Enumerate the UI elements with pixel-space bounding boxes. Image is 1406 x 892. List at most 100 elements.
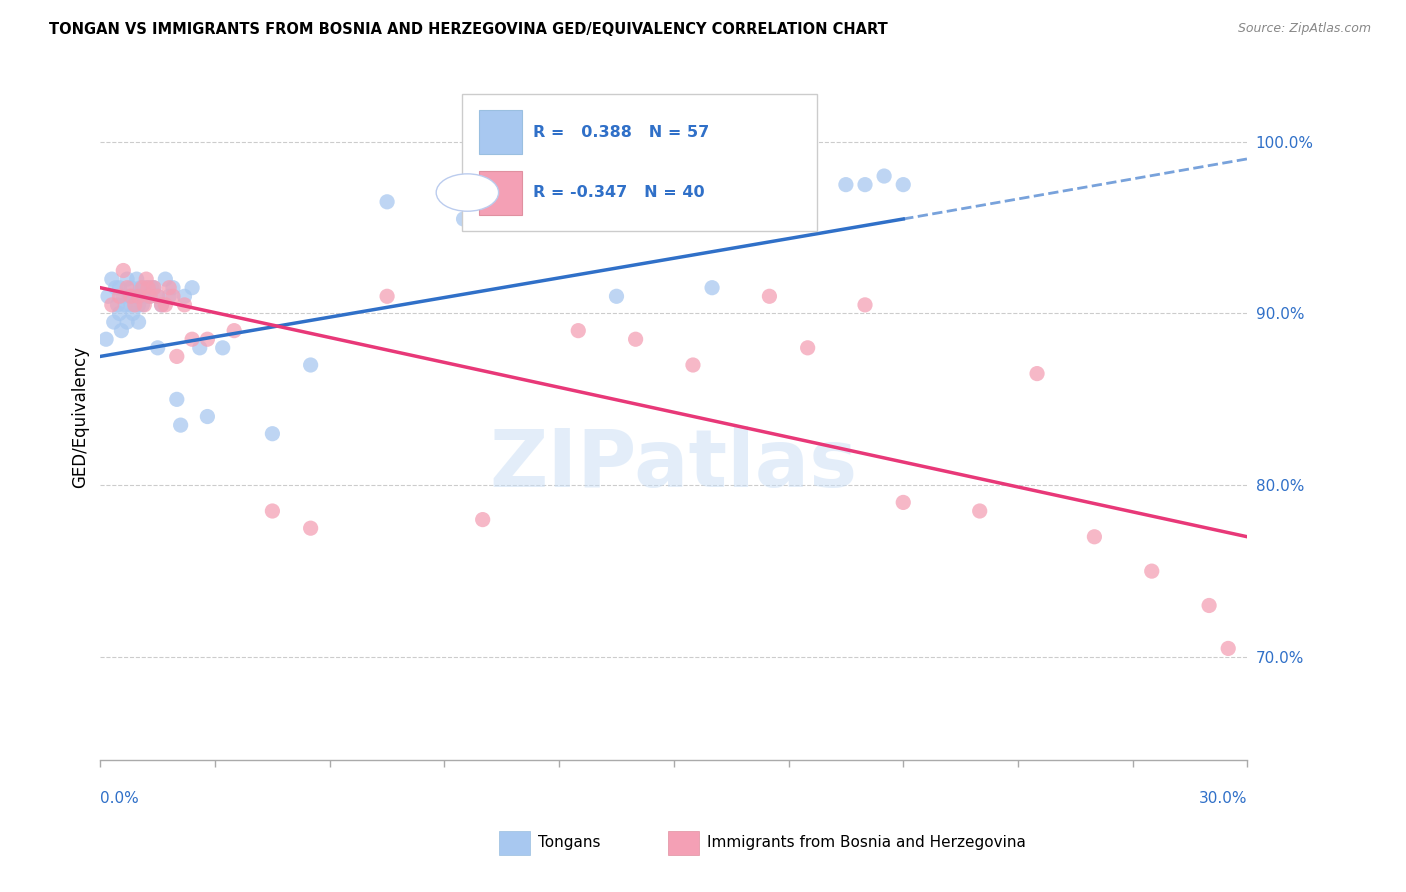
Point: [1140, 564, 1163, 578]
Point: [115, 272, 138, 286]
Point: [146, 289, 169, 303]
Point: [835, 178, 858, 192]
Bar: [461, 94, 817, 231]
Point: [108, 306, 131, 320]
Point: [891, 495, 914, 509]
Point: [128, 289, 150, 303]
Point: [1083, 530, 1105, 544]
Point: [136, 281, 159, 295]
Point: [224, 324, 246, 338]
Point: [891, 178, 914, 192]
Point: [471, 513, 494, 527]
Point: [134, 281, 156, 295]
Point: [142, 281, 165, 295]
Point: [375, 289, 398, 303]
Point: [155, 298, 177, 312]
Point: [873, 169, 896, 183]
Text: 30.0%: 30.0%: [1199, 790, 1247, 805]
Point: [150, 298, 173, 312]
Point: [197, 409, 219, 424]
Point: [129, 281, 152, 295]
Point: [262, 426, 284, 441]
Point: [135, 289, 157, 303]
Point: [103, 315, 125, 329]
Point: [796, 178, 818, 192]
Point: [197, 332, 219, 346]
Point: [135, 272, 157, 286]
Point: [107, 298, 129, 312]
Bar: [479, 170, 522, 214]
Point: [682, 358, 704, 372]
Point: [299, 358, 322, 372]
Point: [157, 281, 180, 295]
Point: [112, 289, 135, 303]
Point: [131, 281, 153, 295]
Point: [108, 289, 131, 303]
Point: [1026, 367, 1049, 381]
Text: R =   0.388   N = 57: R = 0.388 N = 57: [533, 125, 709, 139]
Point: [141, 281, 163, 295]
Point: [120, 281, 142, 295]
Point: [853, 298, 876, 312]
Point: [157, 289, 180, 303]
Point: [169, 418, 191, 433]
Point: [796, 341, 818, 355]
Point: [110, 324, 132, 338]
Point: [453, 212, 475, 227]
Bar: [479, 110, 522, 154]
Point: [124, 298, 146, 312]
Point: [120, 298, 142, 312]
Point: [97, 289, 120, 303]
Point: [173, 298, 195, 312]
Point: [115, 315, 138, 329]
Text: TONGAN VS IMMIGRANTS FROM BOSNIA AND HERZEGOVINA GED/EQUIVALENCY CORRELATION CHA: TONGAN VS IMMIGRANTS FROM BOSNIA AND HER…: [49, 22, 889, 37]
Point: [969, 504, 991, 518]
Point: [155, 272, 177, 286]
Point: [136, 281, 159, 295]
Point: [173, 289, 195, 303]
Point: [166, 350, 188, 364]
Point: [131, 289, 153, 303]
Text: 0.0%: 0.0%: [100, 790, 139, 805]
Point: [262, 504, 284, 518]
Point: [181, 281, 204, 295]
Point: [112, 263, 135, 277]
Text: Source: ZipAtlas.com: Source: ZipAtlas.com: [1237, 22, 1371, 36]
Point: [299, 521, 322, 535]
Point: [124, 289, 146, 303]
Point: [134, 298, 156, 312]
Point: [1218, 641, 1240, 656]
Point: [188, 341, 211, 355]
Point: [94, 332, 117, 346]
Point: [853, 178, 876, 192]
Point: [567, 324, 589, 338]
Point: [1198, 599, 1220, 613]
Point: [166, 392, 188, 407]
Point: [125, 272, 148, 286]
Point: [150, 298, 173, 312]
Point: [131, 298, 153, 312]
Point: [211, 341, 233, 355]
Point: [700, 281, 723, 295]
Point: [108, 281, 131, 295]
Point: [644, 203, 666, 218]
Text: R = -0.347   N = 40: R = -0.347 N = 40: [533, 185, 704, 200]
Point: [114, 298, 136, 312]
Text: ZIPatlas: ZIPatlas: [489, 425, 858, 504]
Point: [162, 289, 184, 303]
Point: [509, 203, 531, 218]
Point: [118, 289, 141, 303]
Point: [181, 332, 204, 346]
Point: [758, 186, 780, 201]
Point: [624, 332, 647, 346]
Point: [121, 306, 143, 320]
Point: [146, 289, 169, 303]
Point: [758, 289, 780, 303]
Point: [375, 194, 398, 209]
Point: [101, 272, 124, 286]
Point: [139, 289, 162, 303]
Point: [146, 341, 169, 355]
Point: [139, 289, 162, 303]
Circle shape: [436, 174, 499, 211]
Point: [115, 281, 138, 295]
